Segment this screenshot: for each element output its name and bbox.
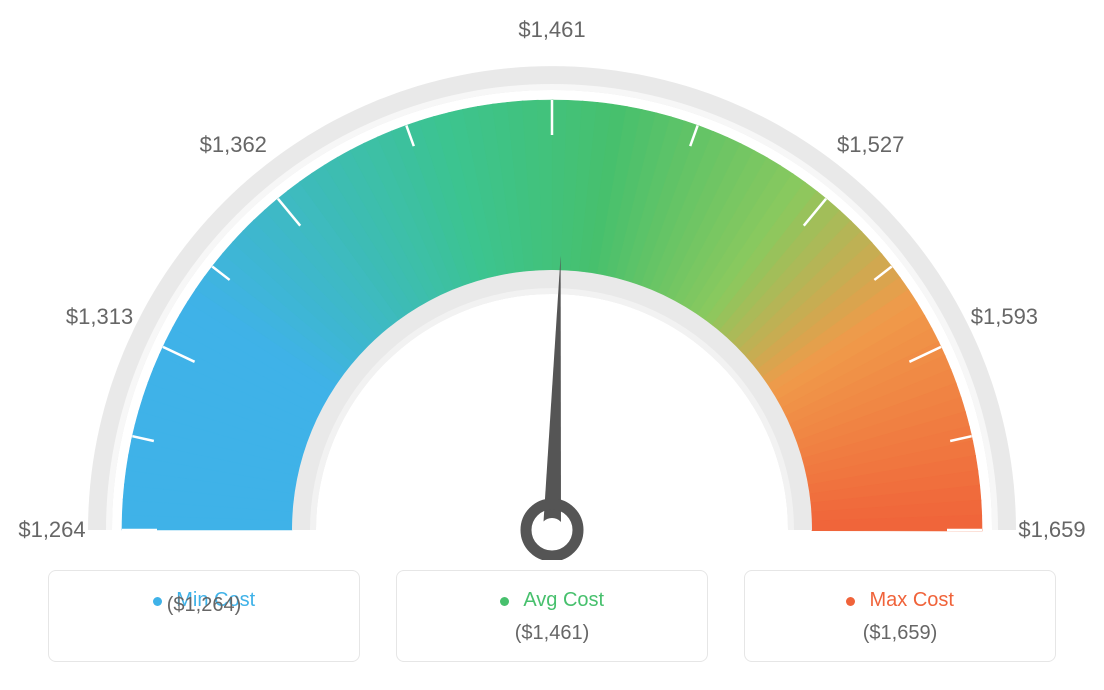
scale-label: $1,461	[492, 17, 612, 43]
legend-avg-cost: Avg Cost ($1,461)	[396, 570, 708, 662]
scale-label: $1,264	[0, 517, 112, 543]
scale-label: $1,593	[944, 304, 1064, 330]
legend-avg-value-text: ($1,461)	[397, 622, 707, 645]
legend-max-title: Max Cost	[745, 589, 1055, 612]
legend-max-cost: Max Cost ($1,659)	[744, 570, 1056, 662]
legend-max-title-text: Max Cost	[869, 589, 953, 611]
legend-min-value-text: ($1,264)	[49, 594, 359, 617]
legend-avg-title: Avg Cost	[397, 589, 707, 612]
legend-max-bullet	[846, 597, 855, 606]
scale-label: $1,362	[173, 132, 293, 158]
scale-label: $1,659	[992, 517, 1104, 543]
legend-row: Min Cost ($1,264) Avg Cost ($1,461) Max …	[0, 570, 1104, 662]
gauge-svg	[0, 0, 1104, 560]
legend-avg-title-text: Avg Cost	[523, 589, 604, 611]
legend-avg-bullet	[500, 597, 509, 606]
legend-min-bullet	[153, 597, 162, 606]
scale-label: $1,527	[811, 132, 931, 158]
gauge-chart: $1,264 $1,313 $1,362 $1,461 $1,527 $1,593 $1,6…	[0, 0, 1104, 690]
legend-max-value-text: ($1,659)	[745, 622, 1055, 645]
legend-min-cost: Min Cost ($1,264)	[48, 570, 360, 662]
scale-label: $1,313	[40, 304, 160, 330]
